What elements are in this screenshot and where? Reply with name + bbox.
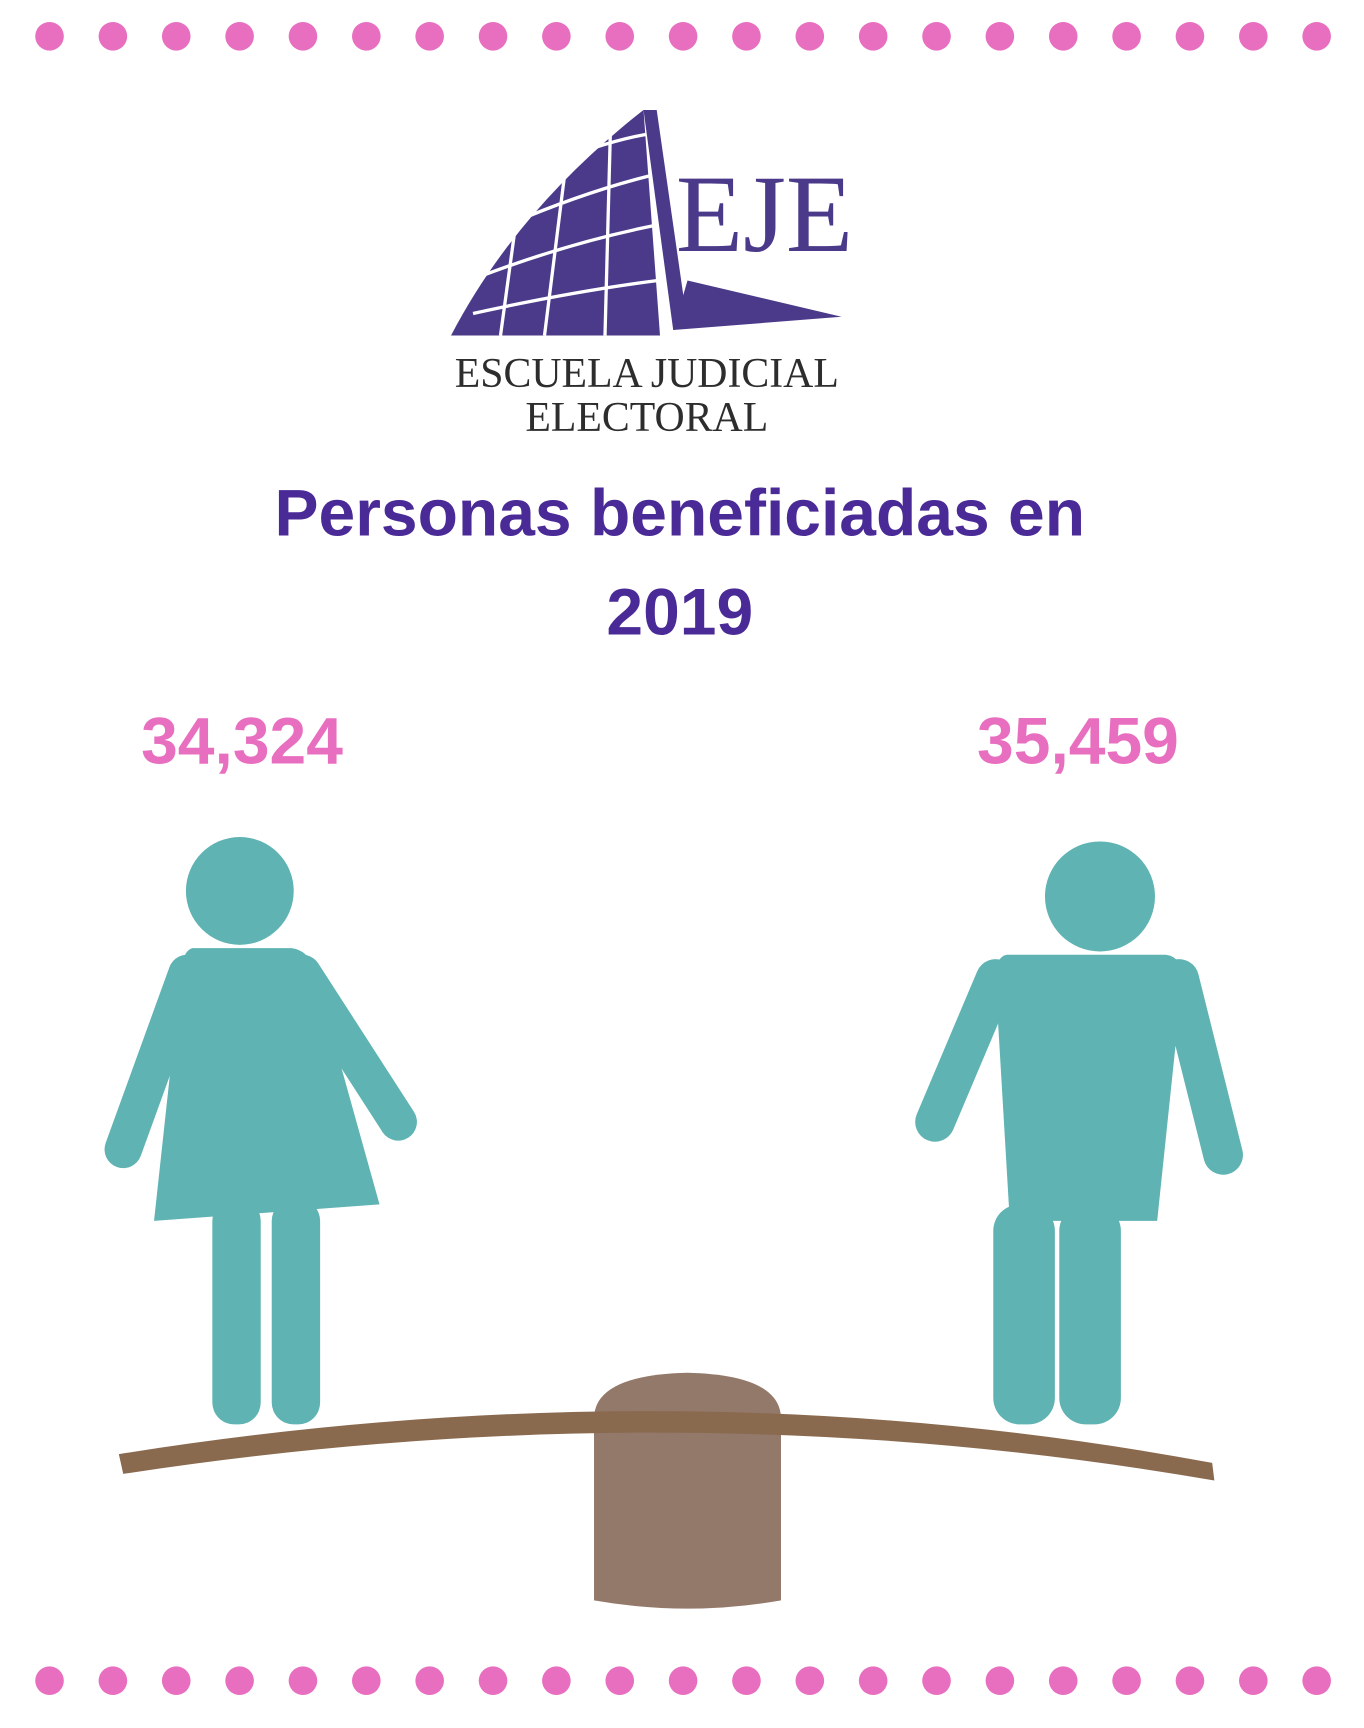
dot	[415, 1666, 444, 1696]
man-icon	[915, 841, 1243, 1425]
dot	[1302, 21, 1331, 51]
dot	[795, 1666, 825, 1696]
dot	[858, 1666, 888, 1696]
dot	[668, 21, 698, 51]
dot	[1112, 1666, 1141, 1696]
dot	[732, 21, 761, 51]
woman-icon	[104, 837, 417, 1425]
dot	[732, 1666, 761, 1696]
dot	[161, 21, 191, 51]
dot	[542, 21, 571, 51]
logo: EJE ESCUELA JUDICIAL ELECTORAL	[451, 109, 853, 441]
dot	[1175, 1666, 1205, 1696]
dot	[668, 1666, 698, 1696]
logo-building	[451, 109, 661, 336]
dot	[1175, 21, 1205, 51]
figure-value: 34,324	[141, 703, 343, 777]
figure-value: 35,459	[977, 703, 1179, 777]
dot	[795, 21, 825, 51]
logo-grid	[472, 126, 659, 336]
seesaw	[118, 1372, 1215, 1609]
title: 2019	[606, 575, 753, 649]
title: Personas beneficiadas en	[275, 476, 1086, 550]
dot-border	[35, 21, 1331, 1696]
logo-name: ESCUELA JUDICIAL	[455, 351, 839, 397]
dot	[985, 1666, 1015, 1696]
dot	[225, 1666, 254, 1696]
dot	[352, 1666, 381, 1696]
logo-mark: EJE	[676, 153, 853, 275]
dot	[1112, 21, 1141, 51]
dot	[35, 1666, 64, 1696]
dot	[161, 1666, 191, 1696]
dot	[1239, 1666, 1268, 1696]
dot	[35, 21, 64, 51]
dot	[1302, 1666, 1331, 1696]
dot	[922, 21, 951, 51]
dot	[858, 21, 888, 51]
dot	[1239, 21, 1268, 51]
dot	[1048, 21, 1078, 51]
logo-base	[673, 280, 842, 330]
dot	[415, 21, 444, 51]
dot	[225, 21, 254, 51]
dot	[352, 21, 381, 51]
dot	[922, 1666, 951, 1696]
dot	[605, 1666, 635, 1696]
dot	[288, 1666, 318, 1696]
logo-pillar	[643, 109, 688, 330]
dot	[98, 21, 128, 51]
dot	[985, 21, 1015, 51]
dot	[605, 21, 635, 51]
dot	[98, 1666, 128, 1696]
dot	[1048, 1666, 1078, 1696]
logo-name: ELECTORAL	[525, 395, 768, 441]
dot	[478, 1666, 508, 1696]
dot	[542, 1666, 571, 1696]
dot	[478, 21, 508, 51]
dot	[288, 21, 318, 51]
